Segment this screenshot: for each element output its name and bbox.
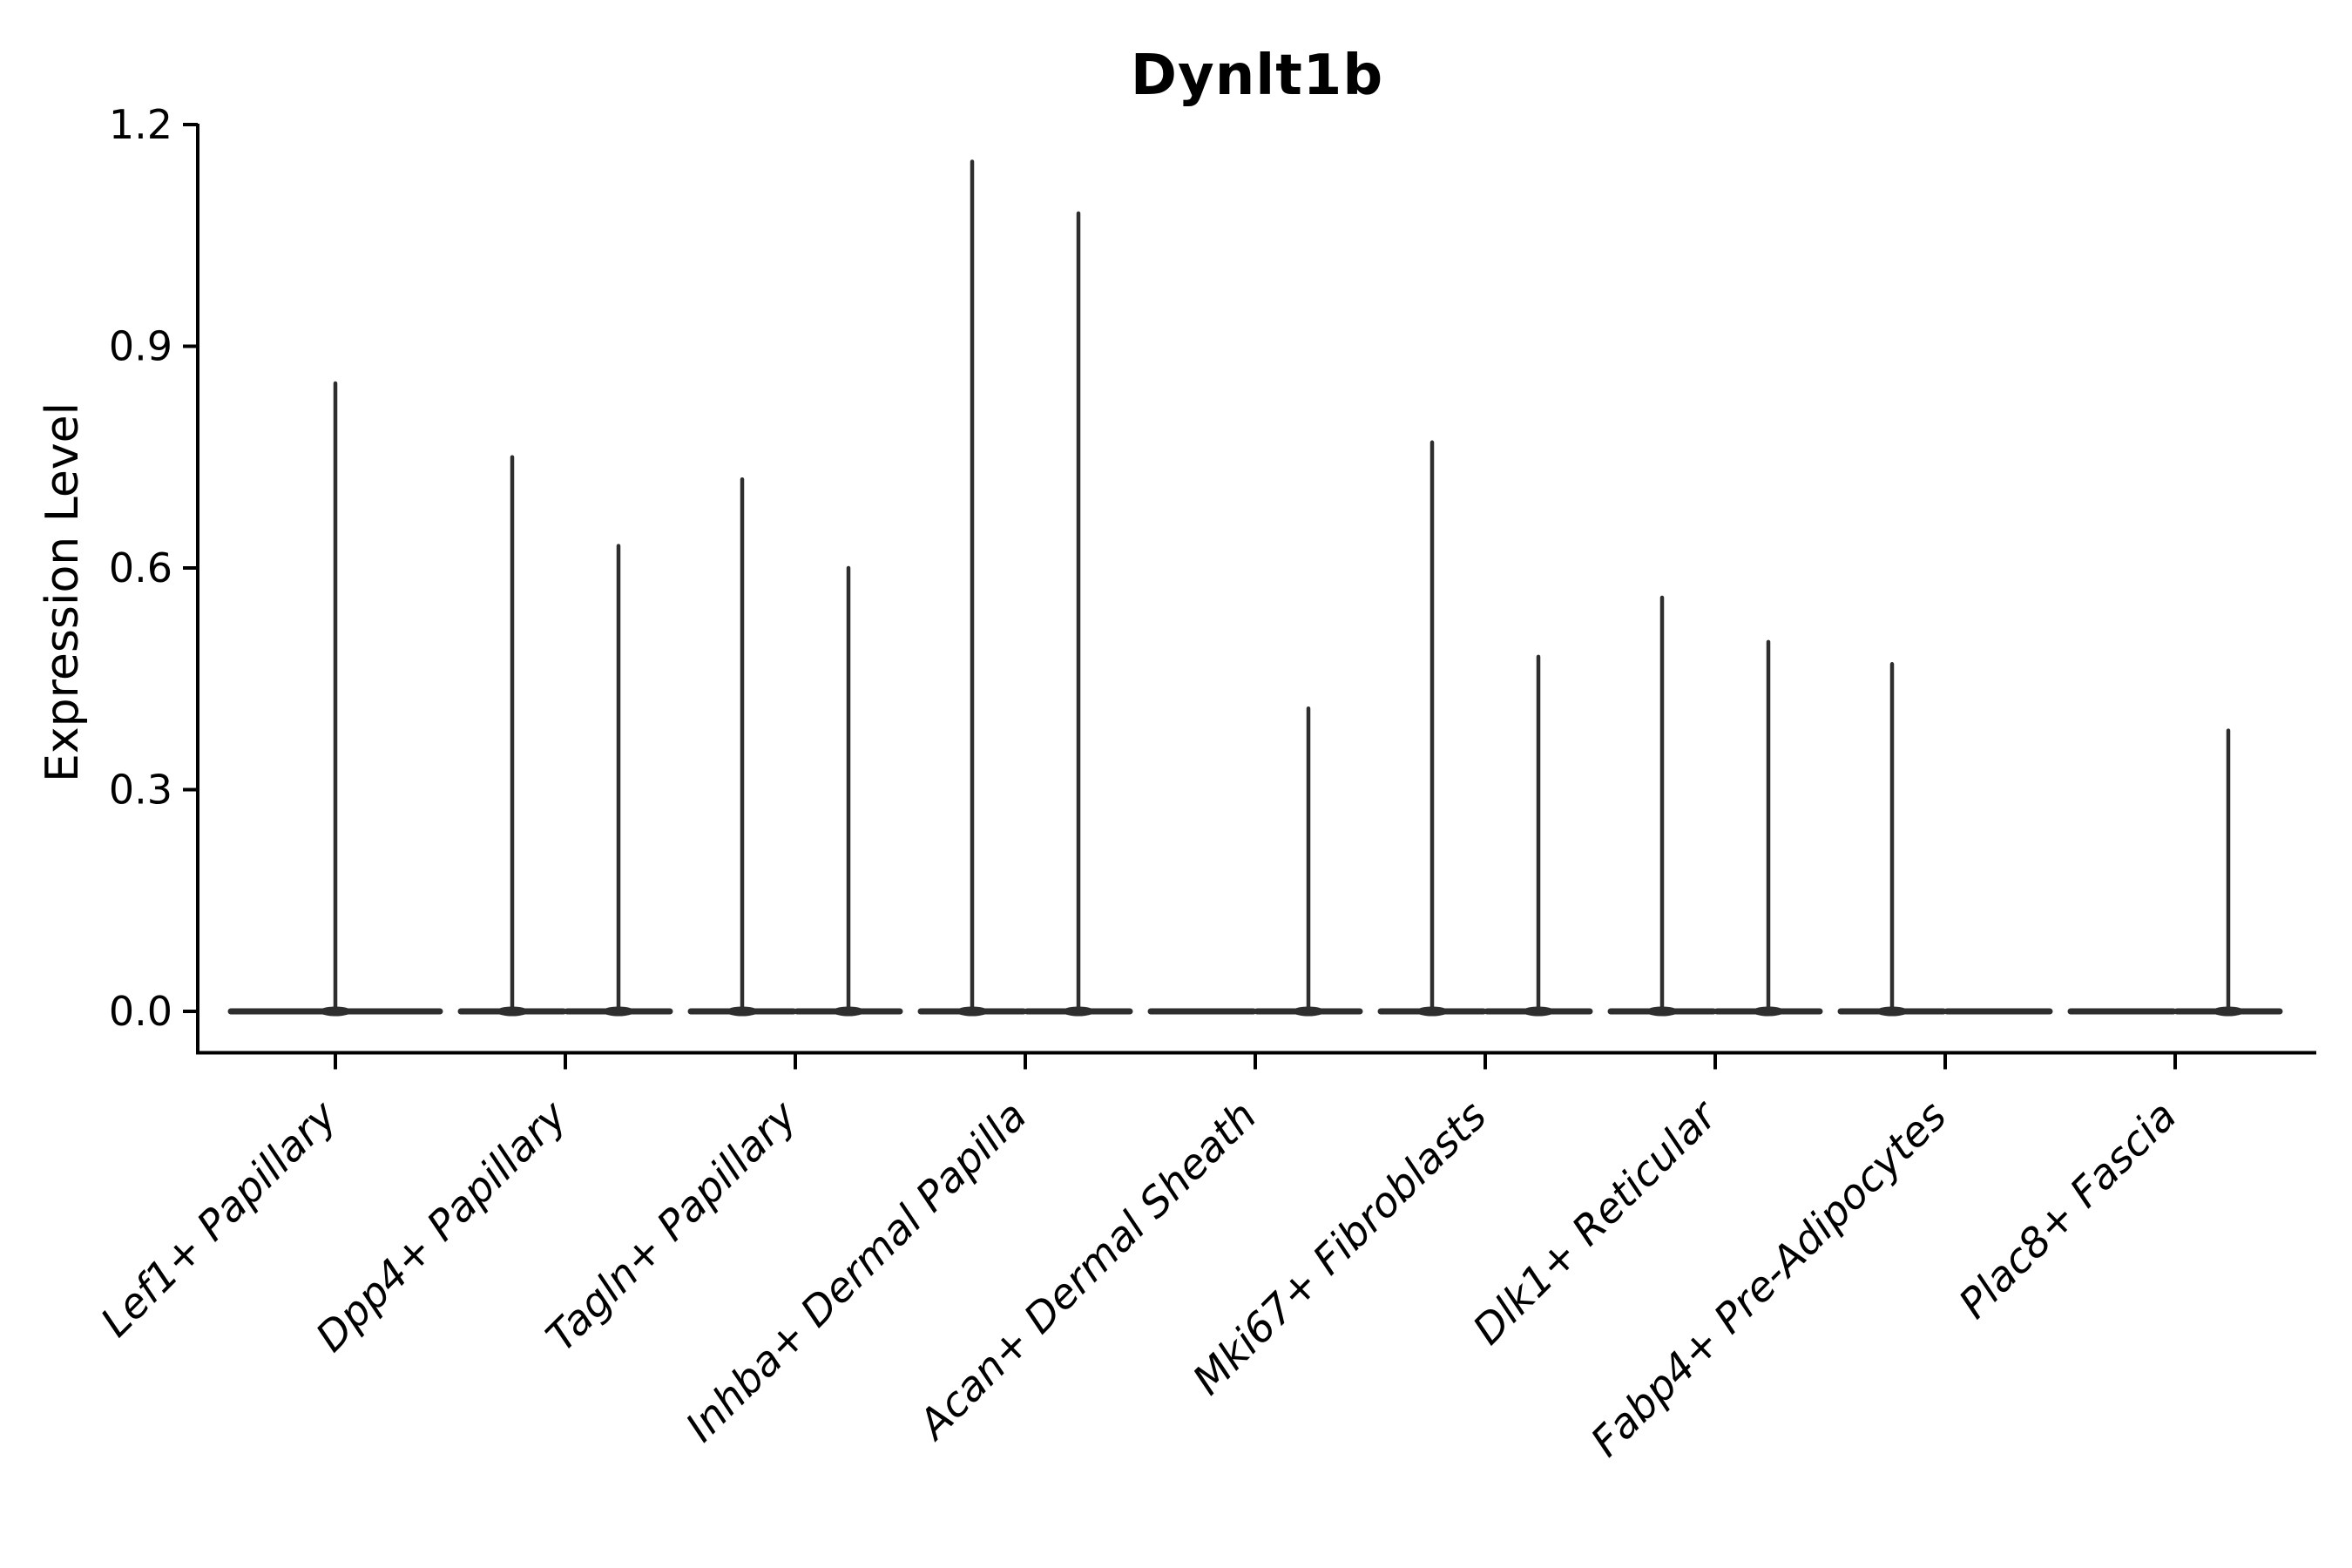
y-tick-label: 0.9: [109, 323, 172, 370]
y-tick-label: 0.6: [109, 544, 172, 591]
y-tick-label: 0.0: [109, 988, 172, 1035]
chart-title: Dynlt1b: [1130, 44, 1384, 108]
x-tick-label: Tagln+ Papillary: [537, 1092, 808, 1362]
x-tick-label: Lef1+ Papillary: [91, 1092, 347, 1347]
x-tick-label: Dlk1+ Reticular: [1464, 1091, 1728, 1355]
y-tick-label: 0.3: [109, 767, 172, 814]
y-tick-label: 1.2: [109, 101, 172, 148]
x-tick-label: Plac8+ Fascia: [1950, 1092, 2186, 1328]
x-tick-label: Dpp4+ Papillary: [307, 1092, 577, 1362]
